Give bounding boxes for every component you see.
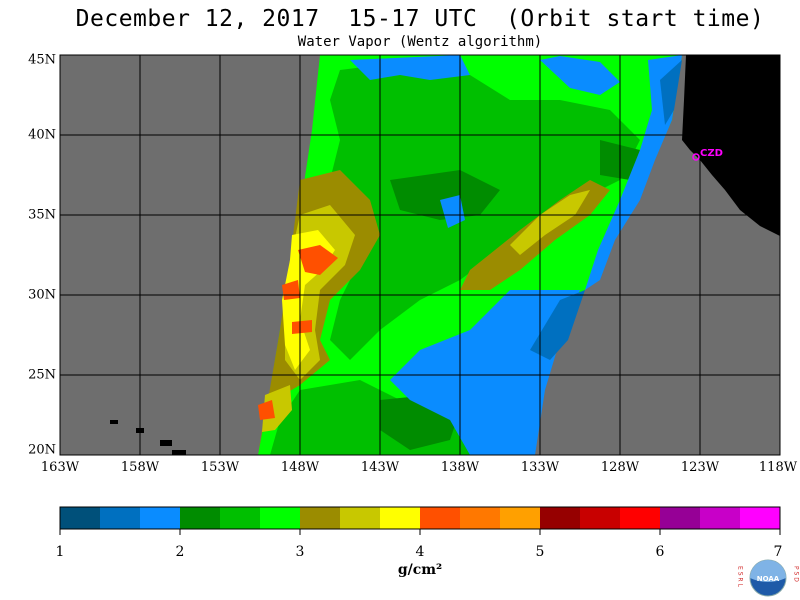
lon-label-133w: 133W: [520, 460, 560, 475]
colorbar-tick-3: 3: [295, 544, 305, 560]
logo-left-letters: E S R L: [737, 566, 744, 587]
colorbar-tick-5: 5: [535, 544, 545, 560]
lat-label-30n: 30N: [28, 287, 56, 303]
lat-label-20n: 20N: [28, 442, 56, 458]
colorbar-tick-1: 1: [55, 544, 65, 560]
station-marker: [692, 153, 700, 161]
lon-label-148w: 148W: [280, 460, 320, 475]
lon-label-143w: 143W: [360, 460, 400, 475]
lat-label-35n: 35N: [28, 207, 56, 223]
lon-label-153w: 153W: [200, 460, 240, 475]
station-label: CZD: [700, 148, 723, 159]
lon-label-128w: 128W: [600, 460, 640, 475]
lon-label-138w: 138W: [440, 460, 480, 475]
colorbar-tick-7: 7: [773, 544, 783, 560]
lat-label-25n: 25N: [28, 367, 56, 383]
lat-label-40n: 40N: [28, 127, 56, 143]
land-california: [682, 55, 780, 236]
colorbar-tick-4: 4: [415, 544, 425, 560]
noaa-logo-text: NOAA: [757, 575, 780, 583]
lat-label-45n: 45N: [28, 52, 56, 68]
chart-title: December 12, 2017 15-17 UTC (Orbit start…: [75, 6, 765, 32]
colorbar-tick-6: 6: [655, 544, 665, 560]
lon-label-158w: 158W: [120, 460, 160, 475]
noaa-esrl-psd-logo: NOAA E S R L P S D: [737, 559, 800, 597]
colorbar-units: g/cm²: [397, 562, 443, 578]
lat-lon-grid: [60, 55, 780, 455]
logo-right-letters: P S D: [793, 566, 800, 582]
lon-label-123w: 123W: [680, 460, 720, 475]
colorbar-tick-2: 2: [175, 544, 185, 560]
lon-label-163w: 163W: [40, 460, 80, 475]
lon-label-118w: 118W: [758, 460, 798, 475]
chart-subtitle: Water Vapor (Wentz algorithm): [297, 34, 543, 50]
